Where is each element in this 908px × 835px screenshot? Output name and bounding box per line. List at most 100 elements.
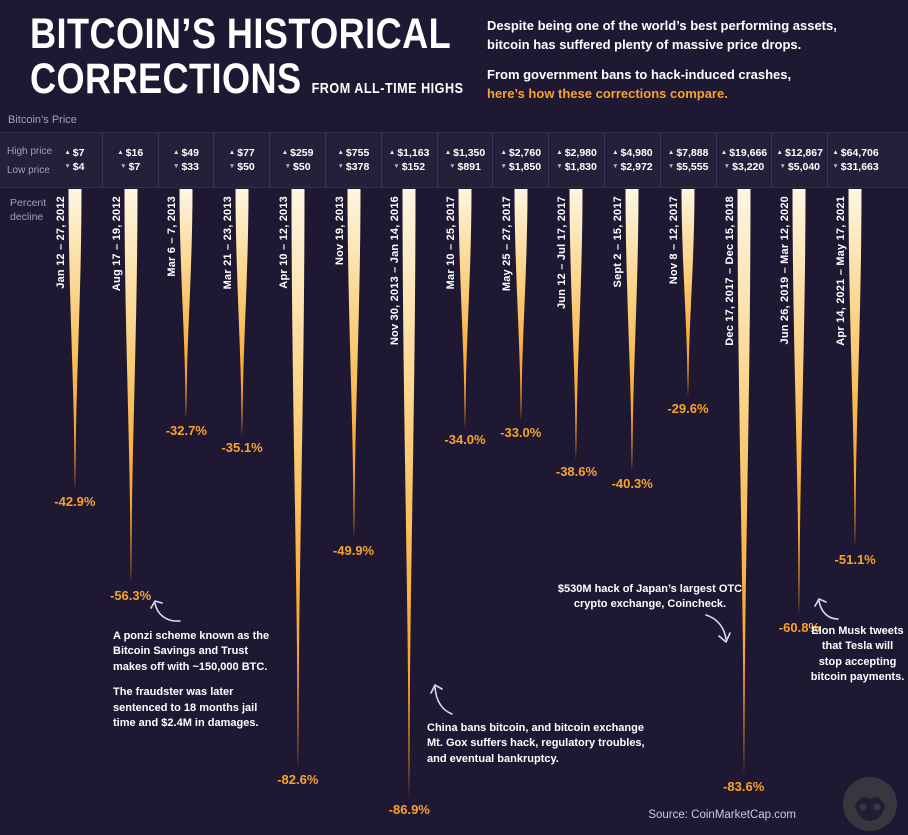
down-triangle-icon: ▼	[612, 163, 619, 170]
decline-drip	[681, 189, 695, 396]
low-price: ▼ $5,555	[668, 162, 709, 173]
annotation-elon-musk: Elon Musk tweets that Tesla will stop ac…	[810, 625, 905, 684]
down-triangle-icon: ▼	[556, 163, 563, 170]
decline-drip	[848, 189, 862, 547]
down-triangle-icon: ▼	[667, 163, 675, 170]
high-price: ▲ $4,980	[612, 147, 653, 159]
low-price-value: $2,972	[620, 161, 653, 173]
high-price-value: $77	[237, 146, 255, 159]
low-price-value: $4	[72, 161, 85, 173]
annotation-arrow-elon	[814, 598, 839, 620]
event-date-label: Nov 30, 2013 – Jan 14, 2016	[389, 196, 402, 346]
low-price-value: $50	[293, 161, 311, 173]
low-price: ▼ $2,972	[612, 162, 653, 173]
up-triangle-icon: ▲	[500, 148, 507, 156]
decline-percent-label: -40.3%	[611, 476, 653, 491]
source-credit: Source: CoinMarketCap.com	[648, 809, 796, 821]
price-panel-title: Bitcoin’s Price	[8, 114, 77, 126]
high-price: ▲ $16	[117, 146, 144, 159]
high-price-value: $49	[181, 146, 199, 159]
high-price-value: $19,666	[729, 146, 768, 159]
intro-line-2: bitcoin has suffered plenty of massive p…	[487, 36, 802, 52]
annotation-arrow-ponzi	[150, 600, 181, 622]
price-cell-12: ▲ $7,888 ▼ $5,555	[659, 133, 716, 187]
low-price: ▼ $378	[337, 162, 369, 173]
title-suffix: FROM ALL-TIME HIGHS	[311, 79, 464, 97]
decline-drip	[179, 189, 193, 418]
price-cell-11: ▲ $4,980 ▼ $2,972	[603, 133, 660, 187]
event-date-label: Jun 26, 2019 – Mar 12, 2020	[779, 196, 792, 345]
chart-column-8: Mar 10 – 25, 2017 -34.0%	[437, 189, 493, 835]
price-row-labels: High price Low price	[7, 142, 52, 180]
chart-column-7: Nov 30, 2013 – Jan 14, 2016 -86.9%	[381, 189, 437, 835]
decline-drip	[124, 189, 138, 583]
price-cell-10: ▲ $2,980 ▼ $1,830	[548, 133, 604, 187]
high-price: ▲ $1,350	[445, 147, 486, 159]
page-title: BITCOIN’S HISTORICAL CORRECTIONS FROM ALL…	[30, 12, 463, 101]
chart-column-2: Aug 17 – 19, 2012 -56.3%	[103, 189, 159, 835]
event-date-label: Aug 17 – 19, 2012	[110, 196, 123, 292]
event-date-label: Apr 14, 2021 – May 17, 2021	[835, 196, 848, 346]
chart-column-3: Mar 6 – 7, 2013 -32.7%	[158, 189, 214, 835]
price-cell-6: ▲ $755 ▼ $378	[324, 133, 381, 187]
decline-drip	[235, 189, 249, 435]
decline-percent-label: -34.0%	[444, 432, 486, 447]
corrections-chart: Jan 12 – 27, 2012 -42.9% Aug 17 – 19, 2012…	[0, 189, 908, 835]
low-price: ▼ $31,663	[832, 162, 878, 173]
low-price: ▼ $50	[285, 162, 311, 173]
low-price: ▼ $3,220	[724, 162, 765, 173]
decline-drip	[514, 189, 528, 420]
down-triangle-icon: ▼	[500, 163, 507, 170]
decline-percent-label: -33.0%	[500, 425, 542, 440]
high-price-value: $16	[125, 146, 144, 159]
high-price: ▲ $1,163	[388, 147, 430, 159]
high-price: ▲ $19,666	[721, 146, 768, 159]
decline-percent-label: -35.1%	[221, 440, 263, 455]
chart-column-10: Jun 12 – Jul 17, 2017 -38.6%	[549, 189, 605, 835]
up-triangle-icon: ▲	[776, 148, 783, 156]
high-price-value: $7	[72, 146, 85, 159]
low-price-value: $31,663	[840, 161, 879, 173]
event-date-label: Jun 12 – Jul 17, 2017	[556, 196, 569, 310]
low-price-value: $5,555	[676, 161, 709, 173]
decline-drip	[569, 189, 583, 459]
chart-column-13: Dec 17, 2017 – Dec 15, 2018 -83.6%	[716, 189, 772, 835]
title-line-1: BITCOIN’S HISTORICAL	[30, 10, 452, 58]
up-triangle-icon: ▲	[556, 148, 563, 156]
event-date-label: Sept 2 – 15, 2017	[612, 196, 625, 288]
down-triangle-icon: ▼	[120, 163, 127, 170]
decline-drip	[625, 189, 639, 471]
chart-column-14: Jun 26, 2019 – Mar 12, 2020 -60.8%	[772, 189, 828, 835]
down-triangle-icon: ▼	[723, 163, 731, 170]
up-triangle-icon: ▲	[64, 148, 71, 156]
intro2-line-1: From government bans to hack-induced cra…	[487, 66, 792, 82]
high-price-value: $755	[345, 146, 370, 159]
event-date-label: Mar 10 – 25, 2017	[445, 196, 458, 290]
decline-percent-label: -82.6%	[277, 772, 319, 787]
price-cell-3: ▲ $49 ▼ $33	[157, 133, 214, 187]
event-date-label: Mar 21 – 23, 2013	[222, 196, 235, 290]
low-price: ▼ $5,040	[779, 162, 820, 173]
down-triangle-icon: ▼	[832, 163, 839, 170]
decline-percent-label: -51.1%	[834, 552, 876, 567]
low-price: ▼ $1,830	[556, 162, 597, 173]
decline-percent-label: -83.6%	[723, 779, 765, 794]
low-price-value: $152	[401, 161, 426, 173]
annotation-ponzi-paragraph-1: A ponzi scheme known as the Bitcoin Savi…	[113, 630, 270, 673]
annotation-mtgox: China bans bitcoin, and bitcoin exchange…	[427, 722, 645, 765]
chart-column-11: Sept 2 – 15, 2017 -40.3%	[604, 189, 660, 835]
decline-percent-label: -56.3%	[109, 588, 152, 603]
up-triangle-icon: ▲	[388, 148, 396, 156]
price-table: High price Low price ▲ $7 ▼ $4 ▲ $16 ▼ $7 ▲ $49 ▼ $…	[0, 132, 908, 188]
price-cell-9: ▲ $2,760 ▼ $1,850	[492, 133, 548, 187]
down-triangle-icon: ▼	[337, 163, 344, 170]
decline-percent-label: -38.6%	[555, 464, 598, 479]
low-price-value: $891	[457, 161, 481, 173]
down-triangle-icon: ▼	[173, 163, 180, 170]
high-price: ▲ $49	[173, 146, 199, 159]
low-price-value: $1,850	[508, 161, 542, 173]
price-cell-5: ▲ $259 ▼ $50	[269, 133, 325, 187]
chart-column-6: Nov 19, 2013 -49.9%	[326, 189, 382, 835]
decline-drip	[458, 189, 472, 427]
high-price: ▲ $2,760	[500, 147, 541, 159]
